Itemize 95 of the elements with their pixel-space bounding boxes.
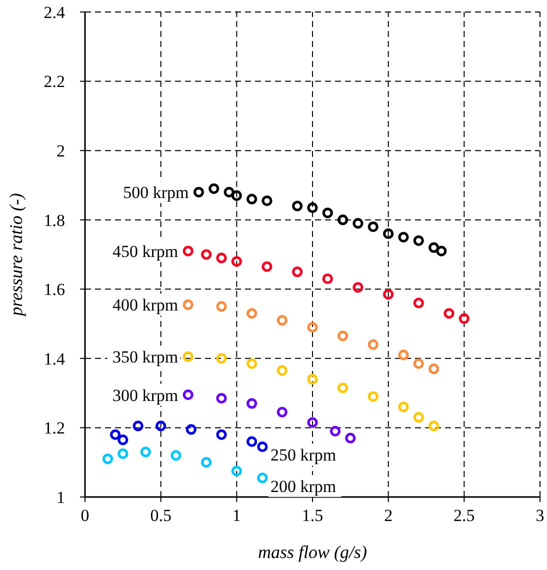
point (216, 392, 227, 404)
point (338, 330, 348, 342)
point (292, 266, 303, 278)
point (322, 208, 333, 218)
point (182, 351, 194, 362)
point (246, 398, 258, 409)
point (368, 221, 378, 232)
point (307, 374, 318, 385)
x-tick-label: 2.5 (454, 506, 475, 525)
series-label: 200 krpm (270, 476, 336, 496)
point (436, 246, 447, 256)
point (322, 273, 333, 284)
point (262, 196, 272, 206)
point (352, 218, 364, 229)
y-tick-label: 1.4 (44, 349, 66, 368)
point (428, 364, 440, 374)
y-tick-label: 1.6 (44, 280, 65, 300)
series-label: 450 krpm (112, 242, 178, 261)
series-label: 400 krpm (112, 296, 178, 315)
point (231, 190, 242, 201)
point (383, 228, 394, 240)
point (338, 214, 348, 226)
point (216, 429, 227, 440)
point (398, 350, 409, 360)
point (182, 246, 194, 256)
point (118, 448, 128, 459)
point (444, 308, 454, 319)
y-tick-label: 2 (56, 142, 65, 161)
point (458, 313, 470, 324)
point (413, 358, 424, 369)
y-tick-label: 2.4 (44, 2, 66, 22)
point (246, 194, 258, 204)
point (132, 420, 144, 432)
point (216, 252, 227, 264)
y-axis-title: pressure ratio (-) (6, 193, 26, 318)
point (262, 261, 272, 272)
point (201, 457, 212, 468)
point (182, 299, 194, 310)
y-tick-label: 1 (56, 488, 65, 507)
point (338, 382, 348, 394)
point (352, 282, 364, 293)
point (257, 441, 268, 452)
x-tick-label: 2 (384, 506, 393, 525)
series-label: 350 krpm (112, 348, 178, 367)
point (276, 315, 288, 326)
point (383, 289, 394, 300)
point (170, 450, 182, 461)
point (307, 202, 318, 214)
point (292, 200, 303, 212)
point (231, 466, 242, 476)
point (246, 358, 258, 369)
x-tick-label: 0 (80, 506, 90, 525)
point (224, 186, 234, 198)
point (246, 308, 258, 319)
point (345, 432, 356, 444)
point (398, 402, 409, 412)
point (413, 298, 424, 308)
x-tick-label: 3 (536, 506, 544, 525)
point (216, 353, 227, 364)
point (368, 391, 378, 402)
point (276, 365, 288, 376)
point (413, 412, 424, 423)
point (307, 322, 318, 333)
point (413, 235, 424, 246)
x-axis-title: mass flow (g/s) (258, 542, 368, 562)
point (276, 406, 288, 418)
point (231, 256, 242, 267)
point (118, 434, 128, 446)
point (368, 339, 378, 350)
x-tick-label: 0.5 (150, 506, 172, 525)
point (156, 420, 166, 432)
point (257, 472, 268, 484)
point (208, 183, 220, 194)
y-tick-label: 1.2 (44, 418, 65, 438)
point (428, 420, 440, 432)
y-tick-label: 2.2 (44, 72, 65, 92)
point (307, 417, 318, 428)
point (398, 232, 409, 242)
x-tick-label: 1.5 (302, 506, 324, 525)
y-tick-label: 1.8 (44, 210, 65, 230)
point (246, 436, 258, 447)
point (193, 186, 204, 198)
point (216, 301, 227, 312)
x-tick-label: 1 (232, 506, 241, 525)
point (428, 242, 440, 253)
series-label: 500 krpm (123, 183, 189, 202)
point (186, 424, 196, 435)
series-label: 300 krpm (112, 386, 178, 405)
point (102, 454, 114, 464)
point (201, 249, 212, 260)
point (110, 429, 121, 440)
point (182, 390, 194, 400)
point (330, 426, 341, 436)
point (140, 446, 151, 458)
series-label: 250 krpm (270, 446, 336, 465)
